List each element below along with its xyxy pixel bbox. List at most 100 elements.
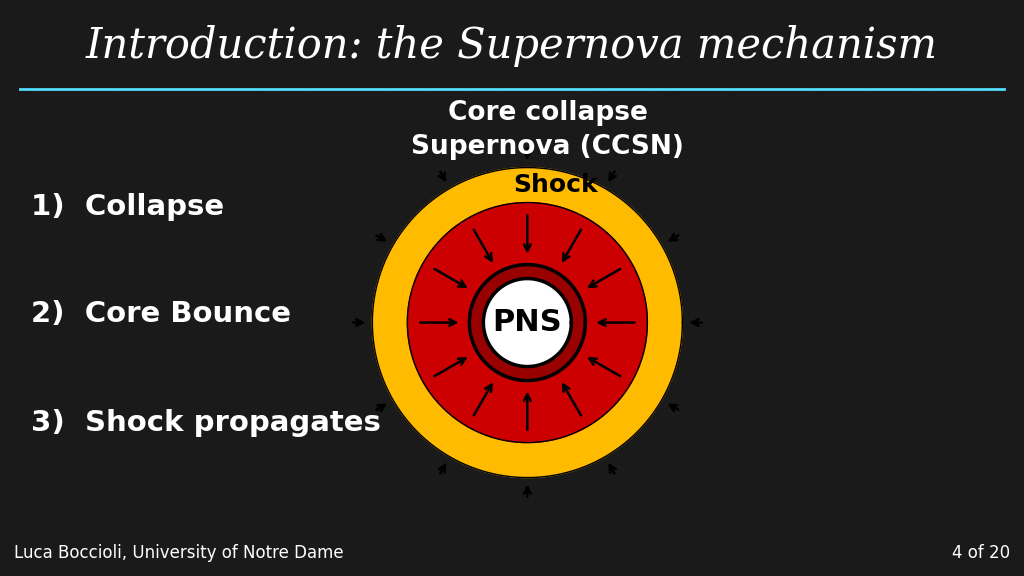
Point: [443, 111, 460, 120]
Point: [1004, 211, 1020, 220]
Point: [444, 286, 461, 295]
Point: [58, 41, 75, 51]
Point: [268, 506, 285, 515]
Point: [612, 63, 629, 72]
Point: [345, 227, 361, 236]
Point: [891, 52, 907, 62]
Point: [705, 238, 721, 247]
Point: [42, 139, 58, 149]
Point: [829, 490, 846, 499]
Point: [379, 329, 395, 338]
Point: [788, 78, 805, 87]
Point: [80, 100, 96, 109]
Point: [406, 328, 422, 337]
Point: [79, 513, 95, 522]
Point: [256, 519, 272, 528]
Point: [165, 448, 181, 457]
Point: [222, 74, 239, 83]
Point: [460, 152, 476, 161]
Point: [428, 283, 444, 293]
Point: [130, 385, 146, 394]
Point: [118, 428, 134, 437]
Point: [630, 124, 646, 134]
Point: [83, 412, 99, 421]
Point: [504, 319, 520, 328]
Point: [872, 190, 889, 199]
Point: [727, 467, 743, 476]
Point: [223, 465, 240, 474]
Point: [688, 329, 705, 339]
Point: [474, 470, 490, 479]
Point: [688, 256, 705, 266]
Point: [452, 50, 468, 59]
Point: [720, 41, 736, 50]
Point: [750, 280, 766, 289]
Point: [468, 32, 484, 41]
Point: [666, 399, 682, 408]
Point: [402, 344, 419, 353]
Point: [434, 543, 451, 552]
Point: [701, 550, 718, 559]
Point: [306, 342, 323, 351]
Point: [286, 67, 302, 76]
Point: [797, 560, 813, 569]
Point: [370, 472, 386, 481]
Point: [952, 419, 969, 429]
Point: [317, 134, 334, 143]
Point: [884, 268, 900, 277]
Point: [994, 335, 1011, 344]
Point: [515, 137, 531, 146]
Point: [94, 204, 111, 214]
Point: [963, 423, 979, 432]
Point: [437, 370, 454, 380]
Point: [362, 405, 379, 414]
Point: [909, 73, 926, 82]
Point: [725, 283, 741, 292]
Point: [696, 482, 713, 491]
Point: [122, 140, 138, 149]
Point: [424, 206, 440, 215]
Point: [644, 37, 660, 46]
Point: [344, 441, 360, 450]
Point: [213, 219, 229, 229]
Point: [314, 223, 331, 233]
Point: [207, 416, 223, 426]
Point: [934, 559, 950, 569]
Point: [200, 532, 216, 541]
Point: [490, 536, 507, 545]
Point: [993, 511, 1010, 521]
Point: [139, 338, 156, 347]
Point: [112, 139, 128, 148]
Point: [514, 523, 530, 532]
Point: [570, 336, 587, 345]
Point: [517, 299, 534, 308]
Point: [526, 323, 543, 332]
Point: [971, 541, 987, 551]
Point: [351, 261, 368, 270]
Point: [805, 413, 821, 422]
Point: [271, 16, 288, 25]
Point: [935, 404, 951, 413]
Point: [307, 147, 324, 156]
Point: [298, 138, 314, 147]
Point: [238, 190, 254, 199]
Point: [869, 219, 886, 229]
Point: [858, 348, 874, 357]
Point: [924, 478, 940, 487]
Point: [186, 371, 203, 380]
Point: [298, 412, 314, 422]
Point: [610, 19, 627, 28]
Point: [217, 251, 233, 260]
Point: [867, 411, 884, 420]
Point: [457, 483, 473, 492]
Point: [240, 359, 256, 369]
Point: [449, 518, 465, 528]
Point: [498, 404, 514, 413]
Point: [130, 104, 146, 113]
Point: [264, 536, 281, 545]
Point: [325, 320, 341, 329]
Point: [270, 335, 287, 344]
Point: [208, 217, 224, 226]
Point: [108, 308, 124, 317]
Point: [925, 440, 941, 449]
